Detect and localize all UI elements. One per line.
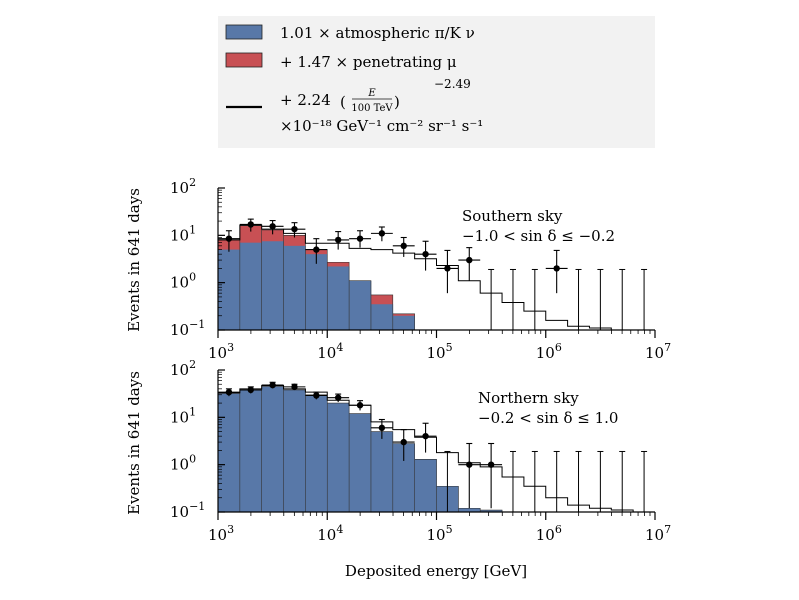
data-point xyxy=(334,394,342,401)
x-tick-label: 103 xyxy=(208,341,234,362)
legend-background xyxy=(218,16,655,148)
atmospheric-bin xyxy=(370,304,394,330)
y-tick-label: 101 xyxy=(170,223,196,244)
data-point xyxy=(356,235,364,242)
x-axis-label: Deposited energy [GeV] xyxy=(345,562,527,580)
x-tick-label: 106 xyxy=(536,341,562,362)
panel-northern-sky: 103 104 105 106 107 102 101 100 10−1 Northern sk… xyxy=(170,358,671,544)
data-points-layer xyxy=(218,218,648,330)
declination-range-label: −1.0 < sin δ ≤ −0.2 xyxy=(462,227,615,245)
data-point xyxy=(553,265,560,272)
data-point xyxy=(247,386,254,394)
data-point xyxy=(444,265,451,272)
data-point xyxy=(269,223,276,230)
atmospheric-bin xyxy=(480,510,503,512)
atmospheric-bin xyxy=(327,266,350,330)
legend-label-atmospheric: 1.01 × atmospheric π/K ν xyxy=(280,24,475,42)
data-point xyxy=(269,381,276,389)
legend-paren-open: ( xyxy=(340,93,346,111)
legend: 1.01 × atmospheric π/K ν + 1.47 × penetr… xyxy=(218,16,655,148)
y-tick-label: 101 xyxy=(170,405,196,426)
x-tick-label: 107 xyxy=(645,341,671,362)
data-point xyxy=(487,461,495,468)
histogram-layer xyxy=(217,385,655,513)
atmospheric-bin xyxy=(305,254,328,330)
total-model-line xyxy=(217,224,655,331)
x-tick-label: 106 xyxy=(536,523,562,544)
atmospheric-bin xyxy=(458,508,481,512)
data-point xyxy=(422,250,429,258)
x-tick-label: 107 xyxy=(645,523,671,544)
axes-layer: 103 104 105 106 107 102 101 100 10−1 xyxy=(170,358,671,544)
data-point xyxy=(291,225,298,233)
legend-label-astro-prefix: + 2.24 xyxy=(280,91,331,109)
y-tick-label: 100 xyxy=(170,271,196,292)
x-tick-label: 104 xyxy=(317,523,343,544)
y-tick-label: 10−1 xyxy=(170,500,205,521)
atmospheric-bin xyxy=(283,389,306,512)
legend-fraction-numerator: E xyxy=(367,88,376,99)
legend-paren-close: ) xyxy=(394,93,400,111)
y-tick-label: 100 xyxy=(170,453,196,474)
data-point xyxy=(313,392,320,399)
declination-range-label: −0.2 < sin δ ≤ 1.0 xyxy=(478,409,618,427)
data-point xyxy=(247,221,254,228)
data-point xyxy=(356,402,364,409)
region-label: Northern sky xyxy=(478,389,579,407)
atmospheric-bin xyxy=(392,315,415,330)
data-point xyxy=(378,424,386,432)
atmospheric-bin xyxy=(239,242,262,330)
legend-swatch-penetrating-muon xyxy=(225,52,263,68)
atmospheric-bin xyxy=(283,245,306,330)
x-tick-label: 103 xyxy=(208,523,234,544)
atmospheric-bin xyxy=(261,386,284,512)
data-point xyxy=(466,256,473,264)
histogram-layer xyxy=(217,224,655,331)
legend-label-penetrating-muon: + 1.47 × penetrating μ xyxy=(280,53,457,71)
atmospheric-bin xyxy=(239,389,262,512)
data-point xyxy=(422,432,429,440)
atmospheric-bin xyxy=(414,459,437,512)
x-tick-label: 105 xyxy=(427,523,453,544)
legend-exponent: −2.49 xyxy=(434,77,471,91)
y-tick-label: 102 xyxy=(170,358,196,379)
legend-fraction-denominator: 100 TeV xyxy=(351,103,393,114)
region-label: Southern sky xyxy=(462,207,563,225)
atmospheric-bin xyxy=(218,249,241,330)
y-tick-label: 102 xyxy=(170,176,196,197)
atmospheric-bin xyxy=(327,403,350,512)
y-tick-label: 10−1 xyxy=(170,318,205,339)
data-point xyxy=(225,235,233,242)
data-point xyxy=(400,438,407,446)
x-tick-label: 105 xyxy=(427,341,453,362)
atmospheric-bin xyxy=(370,431,394,512)
data-point xyxy=(225,388,233,396)
x-tick-label: 104 xyxy=(317,341,343,362)
legend-units: ×10⁻¹⁸ GeV⁻¹ cm⁻² sr⁻¹ s⁻¹ xyxy=(280,117,483,135)
data-point xyxy=(400,242,407,250)
data-point xyxy=(291,383,298,391)
data-point xyxy=(466,461,473,468)
data-point xyxy=(378,230,386,237)
atmospheric-bin xyxy=(349,413,372,512)
atmospheric-bin xyxy=(392,443,415,512)
y-axis-label-bottom: Events in 641 days xyxy=(125,371,143,515)
y-axis-label-top: Events in 641 days xyxy=(125,188,143,332)
legend-swatch-atmospheric xyxy=(225,24,263,40)
data-points-layer xyxy=(218,381,648,512)
atmospheric-bin xyxy=(261,241,284,330)
data-point xyxy=(334,236,342,244)
atmospheric-bin xyxy=(349,280,372,330)
data-point xyxy=(313,246,320,253)
atmospheric-bin xyxy=(218,393,241,512)
atmospheric-bin xyxy=(305,394,328,512)
total-model-line xyxy=(217,385,655,513)
panel-southern-sky: 103 104 105 106 107 102 101 100 10−1 Southern sk… xyxy=(170,176,671,362)
